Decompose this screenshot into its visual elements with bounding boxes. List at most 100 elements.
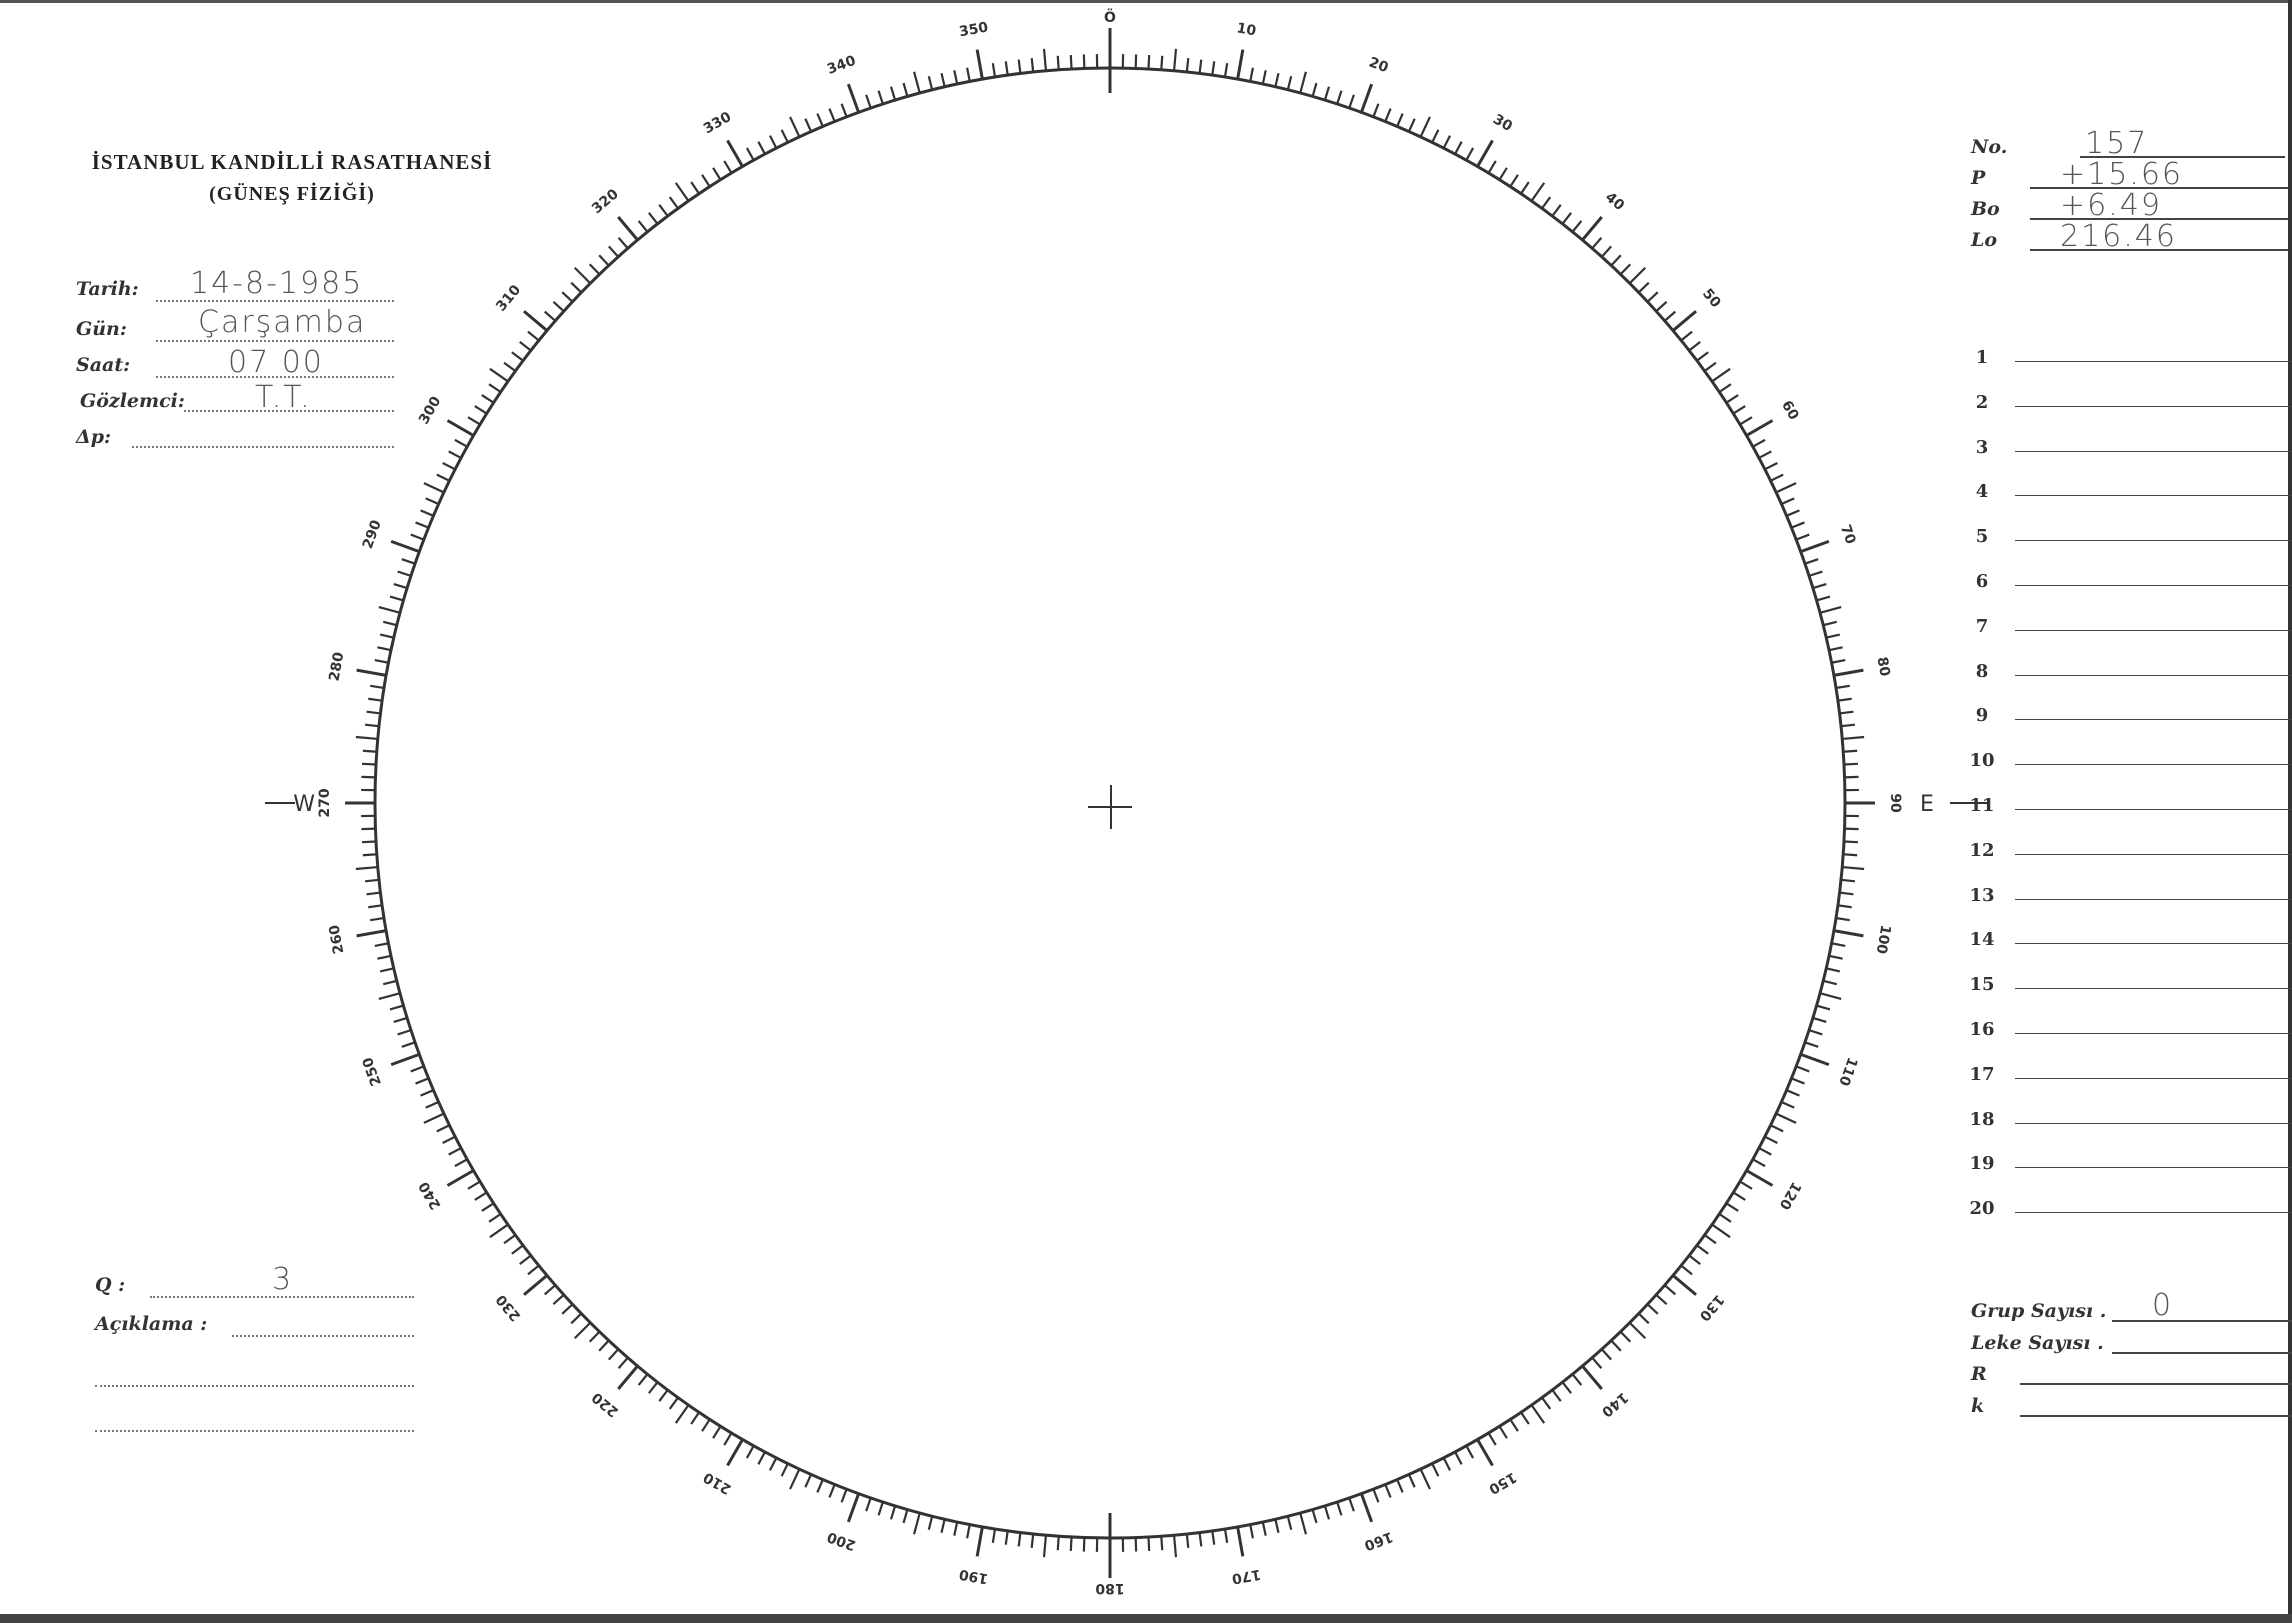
scan-top-border <box>0 0 2292 3</box>
degree-tick <box>1236 1526 1245 1557</box>
degree-tick <box>877 90 884 105</box>
aciklama-field[interactable] <box>232 1335 414 1337</box>
degree-tick <box>519 1254 532 1265</box>
degree-tick <box>1619 1330 1632 1343</box>
param-field[interactable] <box>2080 156 2285 158</box>
degree-tick <box>527 330 540 342</box>
numbered-line-field[interactable] <box>2015 361 2292 362</box>
degree-label: 160 <box>1362 1528 1395 1553</box>
degree-tick <box>674 1404 690 1424</box>
degree-tick <box>397 570 412 577</box>
degree-tick <box>410 1065 425 1073</box>
degree-tick <box>1520 181 1530 195</box>
numbered-line-field[interactable] <box>2015 809 2292 810</box>
degree-tick <box>668 1396 679 1410</box>
degree-tick <box>1530 1404 1546 1424</box>
degree-tick <box>588 1330 601 1343</box>
numbered-line-field[interactable] <box>2015 450 2292 452</box>
degree-tick <box>1680 330 1693 342</box>
observer-field[interactable] <box>184 410 394 412</box>
degree-tick <box>1764 461 1778 471</box>
numbered-line-field[interactable] <box>2015 495 2292 497</box>
degree-tick <box>1591 1356 1603 1369</box>
degree-tick <box>1600 1348 1612 1361</box>
degree-tick <box>448 450 462 459</box>
degree-tick <box>489 367 509 383</box>
numbered-line-field[interactable] <box>2015 943 2292 945</box>
numbered-line-field[interactable] <box>2015 405 2292 407</box>
date-field[interactable] <box>156 300 394 302</box>
degree-label: 20 <box>1367 54 1391 76</box>
degree-tick <box>1637 281 1650 294</box>
count-field[interactable] <box>2112 1352 2292 1354</box>
degree-tick <box>378 992 401 1000</box>
degree-tick <box>401 1041 416 1048</box>
degree-label: 310 <box>493 282 524 315</box>
param-field[interactable] <box>2030 249 2288 251</box>
degree-tick <box>913 71 921 94</box>
degree-label: 240 <box>416 1179 445 1213</box>
degree-tick <box>598 1339 610 1352</box>
aciklama-line-3[interactable] <box>95 1430 414 1432</box>
numbered-line-field[interactable] <box>2015 674 2292 676</box>
degree-label: 80 <box>1874 656 1893 678</box>
numbered-line-field[interactable] <box>2015 1077 2292 1079</box>
degree-tick <box>712 167 722 181</box>
param-field[interactable] <box>2030 187 2288 189</box>
numbered-line-field[interactable] <box>2015 629 2292 631</box>
q-field[interactable] <box>150 1296 414 1298</box>
day-field[interactable] <box>156 340 394 342</box>
degree-tick <box>1004 1530 1009 1545</box>
degree-tick <box>544 310 557 322</box>
degree-tick <box>1172 48 1178 71</box>
degree-tick <box>1465 147 1475 161</box>
degree-tick <box>1646 1303 1659 1315</box>
degree-tick <box>1703 361 1717 372</box>
degree-tick <box>1359 1493 1374 1523</box>
degree-tick <box>690 1411 700 1425</box>
aciklama-line-2[interactable] <box>95 1385 414 1387</box>
degree-tick <box>1831 942 1846 947</box>
degree-tick <box>1758 1147 1772 1156</box>
degree-tick <box>374 659 389 664</box>
degree-tick <box>1843 840 1859 844</box>
count-field[interactable] <box>2020 1415 2292 1417</box>
degree-tick <box>1610 254 1622 267</box>
line-number: 5 <box>1975 526 1989 548</box>
numbered-line-field[interactable] <box>2015 719 2292 721</box>
degree-label: 60 <box>1778 398 1802 423</box>
day-label: Gün: <box>76 318 127 340</box>
line-number: 18 <box>1969 1108 1995 1130</box>
numbered-line-field[interactable] <box>2015 764 2292 766</box>
degree-tick <box>552 301 565 313</box>
degree-tick <box>804 118 813 132</box>
time-field[interactable] <box>156 376 394 378</box>
degree-label: 210 <box>701 1468 735 1497</box>
numbered-line-field[interactable] <box>2015 1122 2292 1124</box>
numbered-line-field[interactable] <box>2015 585 2292 586</box>
count-field[interactable] <box>2112 1320 2292 1322</box>
degree-tick <box>1520 1411 1530 1425</box>
numbered-line-field[interactable] <box>2015 898 2292 900</box>
degree-tick <box>1781 497 1795 506</box>
degree-label: 220 <box>589 1389 622 1420</box>
degree-label: 260 <box>326 923 347 955</box>
degree-tick <box>382 620 398 627</box>
numbered-line-field[interactable] <box>2015 540 2292 542</box>
degree-tick <box>1571 220 1583 233</box>
numbered-line-field[interactable] <box>2015 1033 2292 1034</box>
delta-p-field[interactable] <box>132 446 394 448</box>
numbered-line-field[interactable] <box>2015 1167 2292 1169</box>
degree-tick <box>1843 749 1858 753</box>
degree-tick <box>658 1389 669 1402</box>
param-field[interactable] <box>2030 218 2288 220</box>
numbered-line-field[interactable] <box>2015 1212 2292 1214</box>
east-label: E <box>1920 792 1934 817</box>
degree-tick <box>415 1077 429 1085</box>
degree-tick <box>902 82 909 97</box>
count-field[interactable] <box>2020 1383 2292 1385</box>
numbered-line-field[interactable] <box>2015 988 2292 990</box>
degree-tick <box>940 72 946 88</box>
numbered-line-field[interactable] <box>2015 853 2292 855</box>
